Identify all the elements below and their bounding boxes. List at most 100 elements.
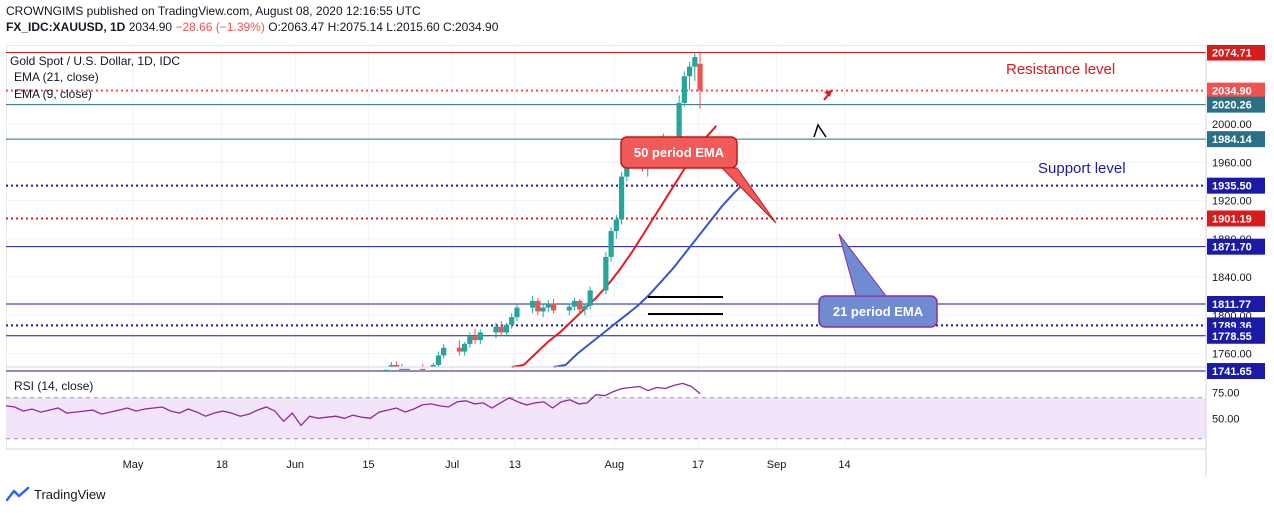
rsi-band: [6, 397, 1206, 440]
candle-body: [388, 364, 394, 367]
x-tick-label: 13: [509, 459, 521, 471]
candle-body: [577, 300, 583, 310]
candle-body: [686, 66, 693, 77]
y-tick-label: 1960.00: [1212, 157, 1252, 169]
y-tick-label: 1920.00: [1212, 196, 1252, 208]
ema-red-line: [511, 125, 718, 368]
price-tag-label: 2034.90: [1212, 86, 1252, 98]
last-price: 2034.90: [128, 20, 173, 34]
price-tag-bg: [1207, 44, 1265, 61]
publisher-line: CROWNGIMS published on TradingView.com, …: [6, 4, 421, 18]
candle-body: [503, 324, 510, 333]
candle-body: [404, 368, 410, 370]
price-tag-bg: [1207, 96, 1265, 113]
candle-body: [493, 326, 499, 333]
candle-body: [509, 317, 515, 325]
candle-body: [441, 347, 447, 356]
candle-body: [477, 332, 483, 341]
x-tick-label: 17: [692, 459, 704, 471]
price-tag-label: 1778.55: [1212, 331, 1252, 343]
price-tag-label: 1871.70: [1212, 242, 1252, 254]
arrow-head: [824, 90, 832, 97]
candle-body: [462, 343, 468, 352]
tradingview-brand: TradingView: [34, 486, 106, 502]
chart-frame[interactable]: 1760.001800.001840.001880.001920.001960.…: [5, 44, 1268, 477]
ema21-legend: EMA (21, close): [14, 70, 99, 84]
support-label: Support level: [1038, 160, 1126, 177]
time-axis[interactable]: May 18 Jun 15 Jul 13 Aug 17 Sep 14: [6, 45, 1207, 477]
price-change: −28.66 (−1.39%): [175, 20, 265, 34]
ema9-legend: EMA (9, close): [14, 87, 92, 101]
price-axis[interactable]: 1760.001800.001840.001880.001920.001960.…: [1207, 44, 1265, 380]
candle-body: [425, 370, 431, 372]
x-tick-label: 14: [838, 459, 850, 471]
rsi-tick-label: 75.00: [1212, 388, 1240, 400]
price-tag-label: 1741.65: [1212, 366, 1252, 378]
candle-body: [603, 256, 609, 291]
x-tick-label: Jul: [445, 459, 459, 471]
candle-body: [394, 364, 400, 367]
candle-body: [545, 303, 551, 308]
rsi-tick-label: 50.00: [1212, 413, 1240, 425]
rsi-legend: RSI (14, close): [14, 379, 93, 393]
rsi-line: [5, 382, 701, 427]
y-tick-label: 1760.00: [1212, 349, 1252, 361]
horizontal-levels: [6, 52, 1206, 372]
rsi-polyline: [5, 382, 701, 427]
price-tag-bg: [1207, 177, 1265, 194]
price-tag-bg: [1207, 295, 1265, 312]
price-tag-label: 1984.14: [1212, 134, 1253, 146]
candle-body: [582, 305, 588, 310]
x-tick-label: Jun: [286, 459, 304, 471]
price-tag-bg: [1207, 363, 1265, 380]
price-tag-bg: [1207, 82, 1265, 99]
candle-body: [420, 368, 426, 370]
ema21-callout-text: 21 period EMA: [833, 304, 924, 319]
price-tag-label: 1901.19: [1212, 213, 1252, 225]
candle-body: [467, 336, 473, 344]
symbol-label[interactable]: FX_IDC:XAUUSD, 1D: [6, 20, 126, 34]
ema-blue-line: [553, 180, 747, 368]
candle-body: [530, 300, 536, 308]
candle-body: [676, 102, 682, 144]
price-chart-svg[interactable]: 1760.001800.001840.001880.001920.001960.…: [5, 44, 1268, 477]
ema50-callout-text: 50 period EMA: [634, 145, 725, 160]
price-tag-label: 2074.71: [1212, 48, 1252, 60]
candle-body: [618, 176, 625, 220]
tradingview-logo[interactable]: TradingView: [6, 486, 106, 502]
candle-body: [540, 307, 546, 312]
candle-body: [456, 347, 462, 352]
breakout-mark: [813, 123, 827, 138]
ema21-callout-pointer: [838, 233, 888, 297]
candle-body: [399, 368, 405, 370]
candle-body: [613, 219, 619, 232]
candle-body: [566, 306, 572, 311]
x-tick-label: 15: [362, 459, 374, 471]
x-tick-label: 18: [216, 459, 228, 471]
price-tag-label: 1935.50: [1212, 181, 1252, 193]
instrument-legend: Gold Spot / U.S. Dollar, 1D, IDC: [10, 54, 180, 68]
x-tick-label: Sep: [767, 459, 787, 471]
ohlc-values: O:2063.47 H:2075.14 L:2015.60 C:2034.90: [268, 20, 499, 34]
x-tick-label: May: [123, 459, 144, 471]
rsi-axis: 75.00 50.00: [1212, 388, 1240, 426]
price-tag-bg: [1207, 131, 1265, 148]
y-tick-label: 2000.00: [1212, 119, 1252, 131]
candle-body: [550, 303, 557, 311]
ema-lines: [511, 125, 747, 368]
candle-body: [498, 326, 504, 333]
candle-body: [383, 369, 389, 371]
candle-body: [535, 300, 541, 312]
tradingview-logo-icon: [6, 486, 30, 502]
ema50-callout-pointer: [720, 167, 777, 224]
candle-body: [514, 307, 520, 318]
price-tag-bg: [1207, 238, 1265, 255]
y-tick-label: 1840.00: [1212, 272, 1252, 284]
candle-body: [608, 231, 614, 257]
price-tag-bg: [1207, 327, 1265, 344]
symbol-ohlc-line: FX_IDC:XAUUSD, 1D 2034.90 −28.66 (−1.39%…: [6, 20, 498, 34]
candle-body: [472, 336, 478, 341]
price-tag-label: 2020.26: [1212, 100, 1252, 112]
candle-body: [697, 63, 703, 91]
resistance-label: Resistance level: [1006, 61, 1115, 78]
